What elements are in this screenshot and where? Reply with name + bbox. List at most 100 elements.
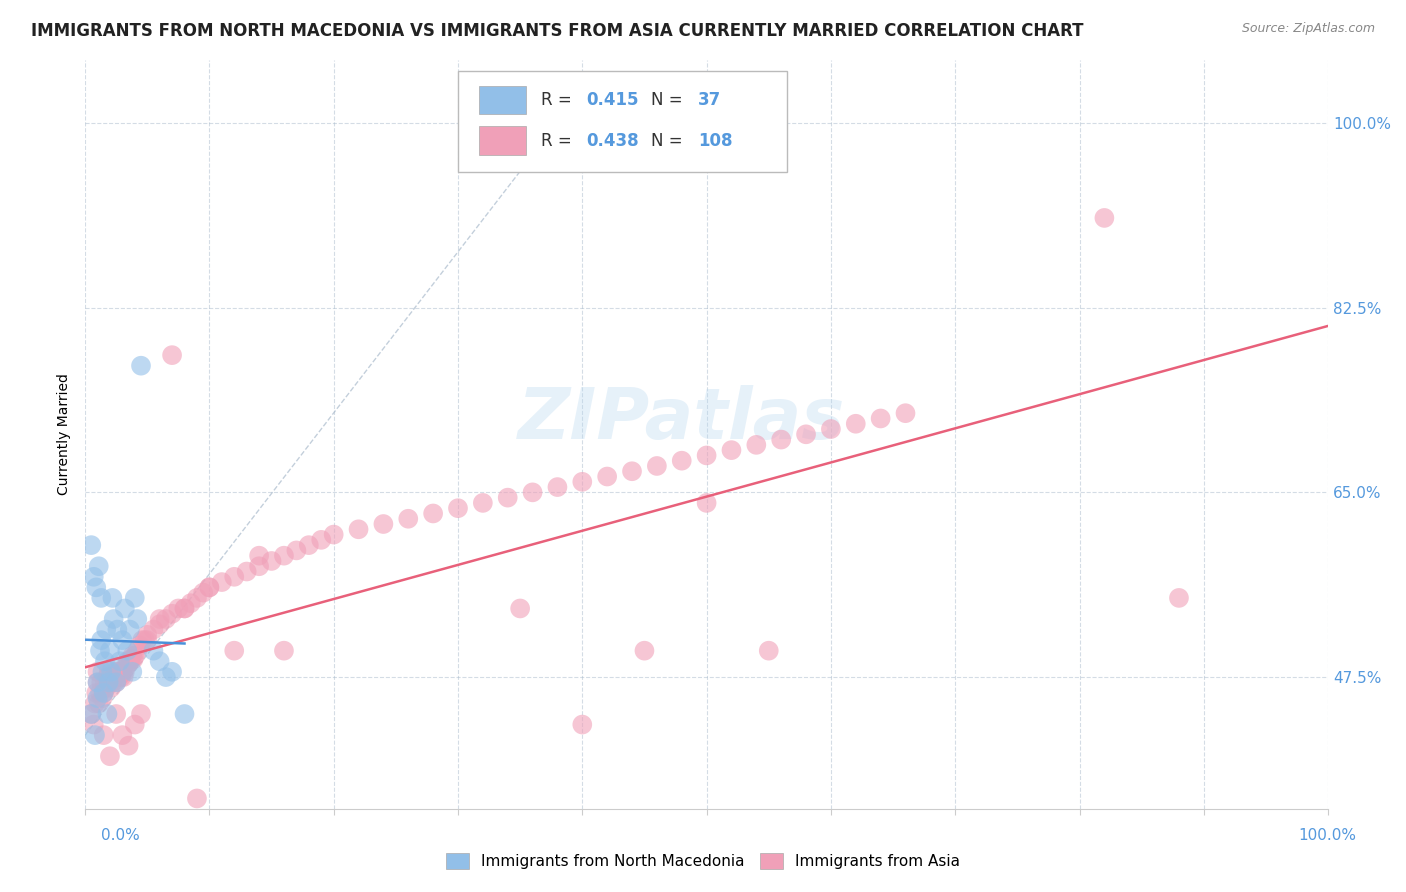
Point [142,643,165,657]
Point [80,706,103,721]
Point [93,686,115,700]
Text: 108: 108 [697,131,733,150]
Point [235,565,257,579]
Point [89,643,111,657]
Point [111,728,134,742]
Text: 37: 37 [697,91,721,109]
Point [820,422,842,436]
Point [198,580,221,594]
Point [108,665,131,679]
Point [124,591,146,605]
Point [247,549,270,563]
Point [104,665,127,679]
Point [101,591,124,605]
Text: R =: R = [541,131,578,150]
Point [745,438,768,452]
Text: N =: N = [651,131,688,150]
Legend: Immigrants from North Macedonia, Immigrants from Asia: Immigrants from North Macedonia, Immigra… [440,847,966,875]
Point [696,496,718,510]
Point [91,691,114,706]
Point [83,570,105,584]
Point [396,512,419,526]
Point [155,670,177,684]
Point [571,475,593,489]
Point [496,491,519,505]
Point [96,706,118,721]
Point [127,643,149,657]
Point [103,612,125,626]
Point [87,559,110,574]
Point [794,427,817,442]
Point [86,675,108,690]
Text: IMMIGRANTS FROM NORTH MACEDONIA VS IMMIGRANTS FROM ASIA CURRENTLY MARRIED CORREL: IMMIGRANTS FROM NORTH MACEDONIA VS IMMIG… [31,22,1084,40]
Point [98,675,121,690]
Point [298,538,321,552]
Point [80,706,103,721]
Point [129,706,152,721]
Text: 0.415: 0.415 [586,91,638,109]
Point [160,348,183,362]
Point [198,580,221,594]
Text: R =: R = [541,91,578,109]
Point [112,670,135,684]
Point [118,654,141,668]
Point [84,580,107,594]
Point [105,706,128,721]
Point [114,601,136,615]
Point [160,665,183,679]
Point [758,643,780,657]
Point [136,633,159,648]
Text: 0.0%: 0.0% [101,828,141,843]
Point [621,464,644,478]
Text: N =: N = [651,91,688,109]
Point [121,665,143,679]
Point [173,601,195,615]
Point [845,417,868,431]
Point [173,601,195,615]
Y-axis label: Currently Married: Currently Married [58,374,72,495]
Text: Source: ZipAtlas.com: Source: ZipAtlas.com [1241,22,1375,36]
Point [86,665,108,679]
Point [645,458,668,473]
Point [100,665,122,679]
Point [167,601,190,615]
Point [91,665,114,679]
Point [97,665,120,679]
Point [94,654,117,668]
Point [80,538,103,552]
Point [117,739,139,753]
FancyBboxPatch shape [479,86,526,114]
Point [869,411,891,425]
Point [86,691,108,706]
FancyBboxPatch shape [479,127,526,155]
Point [105,665,128,679]
Point [103,670,125,684]
Point [84,686,107,700]
Point [129,359,152,373]
Point [89,686,111,700]
Point [111,633,134,648]
Point [124,717,146,731]
Point [596,469,619,483]
Point [117,643,139,657]
Point [422,507,444,521]
Point [90,591,112,605]
Point [820,813,842,827]
Point [108,654,131,668]
Point [142,623,165,637]
Point [118,623,141,637]
Point [149,612,172,626]
Point [347,522,370,536]
Point [509,601,531,615]
Point [173,706,195,721]
Point [98,643,121,657]
Point [149,654,172,668]
Point [124,648,146,663]
Point [447,501,470,516]
Text: 100.0%: 100.0% [1299,828,1357,843]
Point [285,543,308,558]
Point [373,516,395,531]
Point [96,681,118,695]
Text: ZIPatlas: ZIPatlas [517,384,845,454]
Point [191,585,214,599]
